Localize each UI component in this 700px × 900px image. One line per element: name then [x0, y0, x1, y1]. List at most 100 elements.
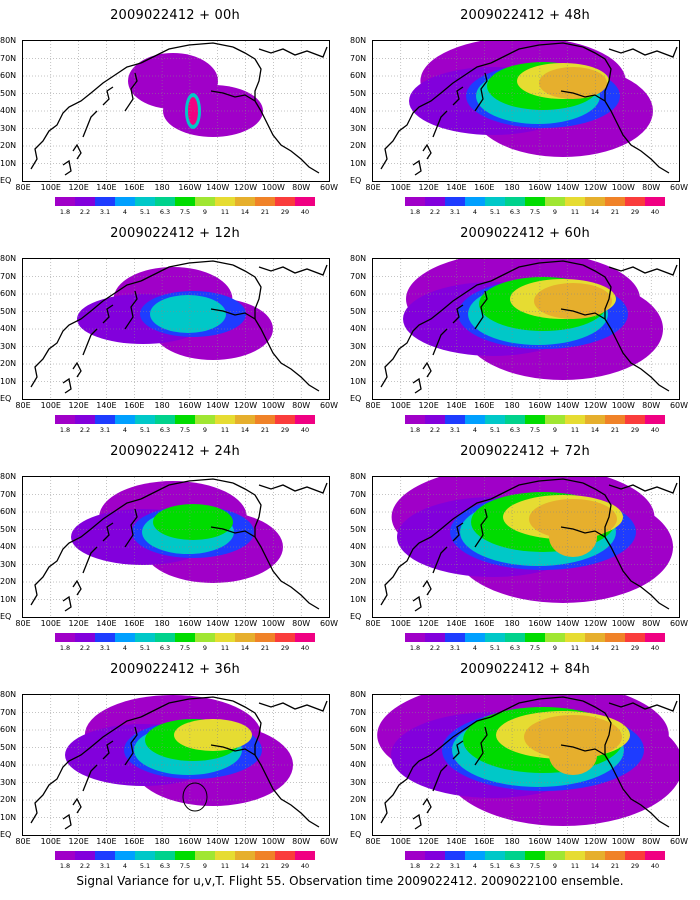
lon-tick-label: 100W	[261, 401, 285, 410]
colorbar-swatch	[235, 197, 255, 206]
lon-tick-label: 80W	[642, 837, 661, 846]
colorbar-label: 2.2	[429, 644, 441, 652]
colorbar-label: 3.1	[449, 208, 461, 216]
colorbar-label: 2.2	[429, 862, 441, 870]
colorbar-label: 40	[650, 208, 660, 216]
colorbar-swatch	[545, 197, 565, 206]
lon-tick-label: 140W	[206, 401, 230, 410]
colorbar-label: 4	[122, 208, 128, 216]
lat-tick-label: 40N	[350, 542, 367, 551]
colorbar-label: 7.5	[179, 208, 191, 216]
lon-tick-label: 100E	[40, 619, 61, 628]
colorbar-label: 9	[202, 862, 208, 870]
lon-tick-label: 160E	[124, 619, 145, 628]
lon-tick-label: 140E	[446, 401, 467, 410]
lat-tick-label: 10N	[0, 376, 17, 386]
lon-tick-label: 100W	[261, 183, 285, 192]
lon-tick-label: 160E	[124, 401, 145, 410]
colorbar-swatch	[175, 633, 195, 642]
colorbar-label: 40	[300, 862, 310, 870]
colorbar-swatch	[155, 633, 175, 642]
lon-tick-label: 100E	[390, 401, 411, 410]
lon-tick-label: 140W	[556, 401, 580, 410]
colorbar-label: 4	[472, 862, 478, 870]
lon-tick-label: 160W	[528, 183, 552, 192]
colorbar-label: 3.1	[99, 644, 111, 652]
colorbar-label: 9	[552, 644, 558, 652]
colorbar-label: 9	[202, 426, 208, 434]
colorbar-label: 4	[122, 426, 128, 434]
colorbar-swatch	[215, 851, 235, 860]
colorbar-label: 6.3	[159, 426, 171, 434]
colorbar-swatch	[135, 633, 155, 642]
colorbar-swatch	[565, 415, 585, 424]
colorbar-swatch	[175, 851, 195, 860]
colorbar-label: 6.3	[509, 208, 521, 216]
colorbar-swatch	[95, 851, 115, 860]
colorbar-swatch	[95, 197, 115, 206]
colorbar	[405, 415, 665, 424]
lat-tick-label: 30N	[350, 123, 367, 133]
colorbar-label: 6.3	[509, 426, 521, 434]
lat-tick-label: EQ	[350, 612, 362, 621]
lat-tick-label: 60N	[350, 289, 367, 298]
colorbar-swatch	[275, 197, 295, 206]
colorbar-label: 5.1	[489, 862, 501, 870]
lon-tick-label: 120E	[68, 837, 89, 846]
lon-tick-label: 80E	[365, 619, 381, 628]
colorbar-label: 7.5	[179, 426, 191, 434]
colorbar-label: 6.3	[159, 208, 171, 216]
colorbar-label: 11	[570, 644, 580, 652]
lat-tick-label: EQ	[0, 830, 12, 839]
colorbar-swatch	[545, 851, 565, 860]
lon-tick-label: 120W	[233, 401, 258, 410]
colorbar-label: 11	[570, 426, 580, 434]
colorbar-label: 9	[552, 426, 558, 434]
lon-tick-label: 160W	[178, 183, 202, 192]
lat-tick-label: 30N	[0, 123, 17, 133]
lat-tick-label: 10N	[350, 812, 367, 822]
lat-tick-label: 40N	[0, 542, 17, 551]
colorbar-swatch	[255, 415, 275, 424]
colorbar	[405, 197, 665, 206]
signal-variance-map	[22, 694, 330, 836]
colorbar-swatch	[445, 851, 465, 860]
lon-tick-label: 80W	[292, 183, 311, 192]
lat-tick-label: 80N	[350, 472, 367, 481]
panel-title: 2009022412 + 84h	[460, 662, 590, 677]
colorbar-label: 2.2	[79, 862, 91, 870]
lon-tick-label: 100E	[390, 837, 411, 846]
lon-tick-label: 80E	[15, 183, 31, 192]
colorbar-label: 29	[280, 644, 290, 652]
lon-tick-label: 160W	[178, 837, 202, 846]
lon-tick-label: 100E	[40, 401, 61, 410]
colorbar-label: 9	[552, 208, 558, 216]
colorbar-label: 29	[630, 644, 640, 652]
lon-tick-label: 60W	[319, 183, 339, 192]
lat-tick-label: 80N	[350, 36, 367, 45]
colorbar-swatch	[465, 851, 485, 860]
colorbar-swatch	[275, 851, 295, 860]
highlight-circle	[182, 782, 208, 812]
lat-tick-label: 80N	[0, 36, 17, 45]
colorbar-label: 1.8	[409, 426, 421, 434]
lat-tick-label: 40N	[350, 324, 367, 333]
colorbar-label: 9	[202, 644, 208, 652]
colorbar-swatch	[195, 197, 215, 206]
lon-tick-label: 120W	[233, 619, 258, 628]
colorbar-swatch	[645, 415, 665, 424]
colorbar-swatch	[565, 851, 585, 860]
colorbar-label: 4	[472, 644, 478, 652]
colorbar-swatch	[95, 633, 115, 642]
colorbar-swatch	[465, 633, 485, 642]
lat-tick-label: 60N	[350, 507, 367, 516]
lon-tick-label: 120W	[583, 837, 608, 846]
colorbar-swatch	[465, 197, 485, 206]
colorbar-swatch	[645, 633, 665, 642]
lon-tick-label: 100W	[611, 183, 635, 192]
colorbar-label: 40	[650, 862, 660, 870]
colorbar-swatch	[195, 415, 215, 424]
colorbar-swatch	[585, 851, 605, 860]
lon-tick-label: 160W	[528, 401, 552, 410]
colorbar-swatch	[55, 197, 75, 206]
